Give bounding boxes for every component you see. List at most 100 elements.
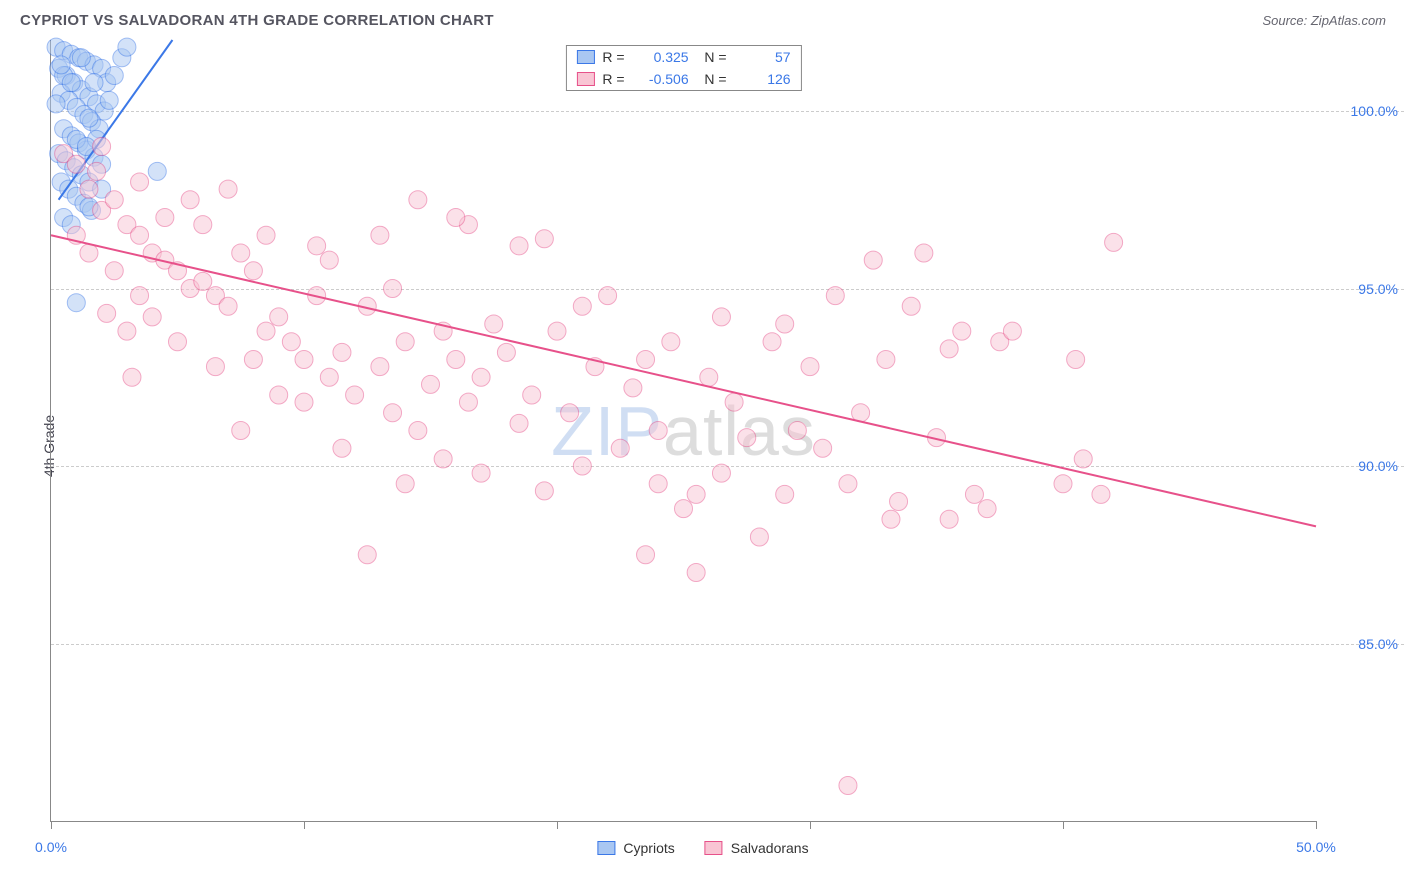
legend-swatch <box>576 50 594 64</box>
scatter-point <box>308 237 326 255</box>
legend-n-value: 57 <box>735 49 791 65</box>
scatter-point <box>384 404 402 422</box>
scatter-point <box>181 191 199 209</box>
scatter-point <box>725 393 743 411</box>
scatter-point <box>358 546 376 564</box>
legend-swatch <box>576 72 594 86</box>
scatter-point <box>396 333 414 351</box>
xtick <box>1063 821 1064 829</box>
xtick <box>1316 821 1317 829</box>
scatter-point <box>738 429 756 447</box>
scatter-point <box>940 340 958 358</box>
scatter-point <box>396 475 414 493</box>
ytick-label: 100.0% <box>1323 103 1398 119</box>
scatter-point <box>270 308 288 326</box>
scatter-point <box>864 251 882 269</box>
scatter-point <box>93 138 111 156</box>
scatter-point <box>940 510 958 528</box>
scatter-point <box>52 56 70 74</box>
scatter-point <box>776 485 794 503</box>
scatter-point <box>965 485 983 503</box>
scatter-point <box>497 343 515 361</box>
scatter-point <box>118 322 136 340</box>
scatter-point <box>371 358 389 376</box>
scatter-point <box>333 343 351 361</box>
scatter-point <box>447 209 465 227</box>
scatter-point <box>712 308 730 326</box>
scatter-point <box>700 368 718 386</box>
legend-label: Cypriots <box>623 840 674 856</box>
legend-row: R = 0.325 N = 57 <box>566 46 800 68</box>
legend-n-label: N = <box>697 49 727 65</box>
scatter-point <box>194 216 212 234</box>
scatter-point <box>105 67 123 85</box>
scatter-point <box>131 287 149 305</box>
legend-n-value: 126 <box>735 71 791 87</box>
scatter-point <box>890 493 908 511</box>
scatter-point <box>100 91 118 109</box>
scatter-point <box>902 297 920 315</box>
scatter-point <box>169 333 187 351</box>
scatter-point <box>472 368 490 386</box>
scatter-point <box>80 180 98 198</box>
scatter-point <box>763 333 781 351</box>
scatter-point <box>257 226 275 244</box>
scatter-point <box>915 244 933 262</box>
scatter-svg <box>51 40 1316 821</box>
scatter-point <box>434 450 452 468</box>
scatter-point <box>257 322 275 340</box>
scatter-point <box>422 375 440 393</box>
scatter-point <box>232 244 250 262</box>
legend-item: Cypriots <box>597 840 674 856</box>
ytick-label: 85.0% <box>1323 636 1398 652</box>
scatter-point <box>295 393 313 411</box>
chart-title: CYPRIOT VS SALVADORAN 4TH GRADE CORRELAT… <box>20 12 494 29</box>
scatter-point <box>1067 351 1085 369</box>
scatter-point <box>852 404 870 422</box>
scatter-point <box>535 230 553 248</box>
scatter-point <box>98 304 116 322</box>
legend-r-value: -0.506 <box>633 71 689 87</box>
legend-r-label: R = <box>602 49 624 65</box>
scatter-point <box>472 464 490 482</box>
scatter-point <box>510 237 528 255</box>
correlation-legend: R = 0.325 N = 57 R = -0.506 N = 126 <box>565 45 801 91</box>
scatter-point <box>548 322 566 340</box>
scatter-point <box>320 368 338 386</box>
ytick-label: 90.0% <box>1323 458 1398 474</box>
scatter-point <box>510 414 528 432</box>
scatter-point <box>485 315 503 333</box>
scatter-point <box>882 510 900 528</box>
chart-source: Source: ZipAtlas.com <box>1262 13 1386 28</box>
scatter-point <box>219 297 237 315</box>
scatter-point <box>105 191 123 209</box>
scatter-point <box>320 251 338 269</box>
scatter-point <box>118 38 136 56</box>
legend-r-label: R = <box>602 71 624 87</box>
scatter-point <box>131 173 149 191</box>
scatter-point <box>80 244 98 262</box>
scatter-point <box>67 155 85 173</box>
scatter-point <box>88 162 106 180</box>
scatter-point <box>675 500 693 518</box>
scatter-point <box>270 386 288 404</box>
scatter-point <box>649 422 667 440</box>
legend-r-value: 0.325 <box>633 49 689 65</box>
scatter-point <box>72 49 90 67</box>
scatter-point <box>148 162 166 180</box>
xtick <box>557 821 558 829</box>
legend-n-label: N = <box>697 71 727 87</box>
trend-line <box>51 235 1316 526</box>
scatter-point <box>219 180 237 198</box>
scatter-point <box>47 95 65 113</box>
series-legend: Cypriots Salvadorans <box>597 840 808 856</box>
legend-label: Salvadorans <box>731 840 809 856</box>
scatter-point <box>346 386 364 404</box>
scatter-point <box>67 294 85 312</box>
scatter-point <box>573 457 591 475</box>
scatter-point <box>105 262 123 280</box>
scatter-point <box>143 308 161 326</box>
scatter-point <box>649 475 667 493</box>
scatter-point <box>1054 475 1072 493</box>
xtick-label: 50.0% <box>1296 839 1336 855</box>
